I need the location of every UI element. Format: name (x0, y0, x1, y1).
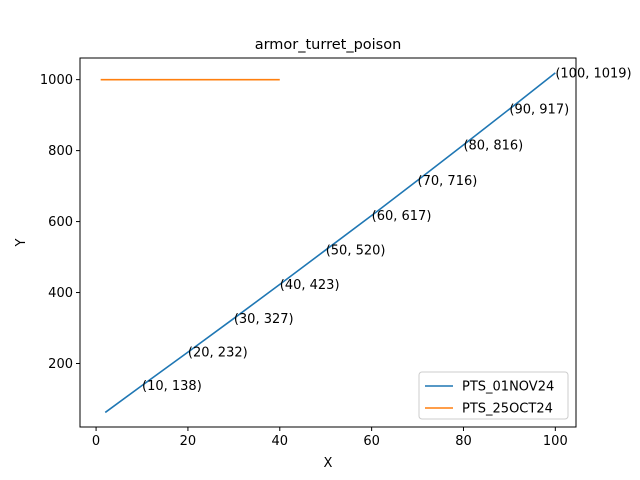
x-tick-label: 40 (272, 434, 289, 449)
legend-entry-2: PTS_25OCT24 (462, 402, 553, 417)
plot-area: (10, 138) (20, 232) (30, 327) (40, 423) (50,… (100, 66, 632, 414)
series-line-1 (104, 72, 556, 414)
data-label: (100, 1019) (555, 66, 631, 81)
data-label: (50, 520) (326, 243, 386, 258)
x-axis-label: X (324, 456, 333, 471)
x-tick-label: 0 (92, 434, 100, 449)
data-label: (80, 816) (463, 138, 523, 153)
data-label: (40, 423) (280, 278, 340, 293)
legend-box (418, 371, 569, 420)
data-label: (60, 617) (372, 209, 432, 224)
axis-ticks: 0 20 40 60 80 100 200 400 600 800 1000 (40, 73, 568, 449)
chart-title: armor_turret_poison (255, 37, 402, 53)
y-tick-label: 800 (48, 144, 73, 159)
y-axis-label: Y (14, 238, 29, 247)
data-label: (10, 138) (142, 379, 202, 394)
y-tick-label: 600 (48, 215, 73, 230)
data-label: (90, 917) (509, 103, 569, 118)
y-tick-label: 200 (48, 357, 73, 372)
axes-frame (79, 57, 577, 428)
x-tick-label: 20 (180, 434, 197, 449)
legend-entry-1: PTS_01NOV24 (462, 380, 554, 395)
data-label: (30, 327) (234, 312, 294, 327)
y-tick-label: 400 (48, 286, 73, 301)
legend: PTS_01NOV24 PTS_25OCT24 (418, 371, 569, 420)
x-tick-label: 100 (543, 434, 568, 449)
x-tick-label: 60 (363, 434, 380, 449)
y-tick-label: 1000 (40, 73, 73, 88)
x-tick-label: 80 (455, 434, 472, 449)
data-label: (70, 716) (418, 174, 478, 189)
data-label: (20, 232) (188, 346, 248, 361)
